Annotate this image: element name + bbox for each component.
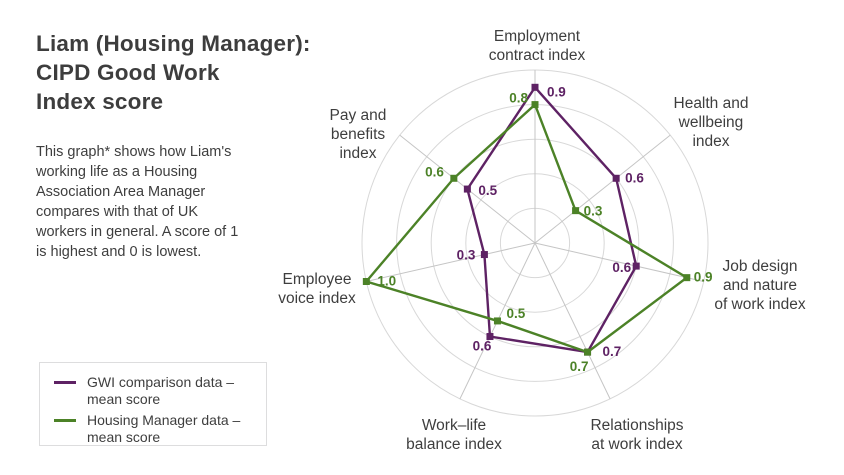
gwi-series-line	[466, 85, 638, 354]
value-label: 0.6	[473, 339, 492, 354]
housing-manager-series-line	[364, 102, 689, 354]
description-line: working life as a Housing	[36, 164, 198, 180]
data-point-marker	[683, 274, 691, 282]
legend: GWI comparison data – mean score Housing…	[39, 362, 267, 446]
description-line: This graph* shows how Liam's	[36, 144, 232, 160]
axis-label: Health and wellbeing index	[674, 95, 749, 150]
description-line: workers in general. A score of 1	[36, 224, 239, 240]
data-point-marker	[362, 277, 370, 285]
description-line: compares with that of UK	[36, 204, 198, 220]
value-label: 0.6	[612, 260, 631, 275]
description-line: Association Area Manager	[36, 184, 206, 200]
data-point-marker	[531, 83, 539, 91]
description-line: is highest and 0 is lowest.	[36, 244, 202, 260]
value-label: 0.9	[547, 84, 566, 99]
value-label: 0.7	[603, 344, 622, 359]
axis-label: Employment contract index	[489, 28, 586, 64]
value-label: 0.8	[509, 91, 528, 106]
value-label: 0.7	[570, 359, 589, 374]
data-point-marker	[612, 174, 620, 182]
grid-spoke	[534, 134, 671, 244]
value-label: 0.5	[506, 306, 525, 321]
value-label: 0.5	[478, 183, 497, 198]
gwi-line-swatch	[54, 381, 76, 384]
value-label: 0.9	[694, 270, 713, 285]
axis-label: Pay and benefits index	[330, 107, 387, 162]
data-point-marker	[632, 262, 640, 270]
data-point-marker	[584, 348, 592, 356]
legend-item-housing-manager: Housing Manager data – mean score	[54, 412, 258, 446]
grid-spoke	[534, 242, 704, 282]
data-point-marker	[463, 185, 471, 193]
axis-label: Employee voice index	[278, 271, 356, 307]
grid-spoke	[366, 242, 536, 282]
data-point-marker	[531, 101, 539, 109]
legend-item-label: GWI comparison data – mean score	[87, 374, 235, 407]
grid-spoke	[534, 242, 611, 400]
page-title: Liam (Housing Manager): CIPD Good Work I…	[36, 29, 311, 116]
value-label: 0.3	[584, 204, 603, 219]
data-point-marker	[493, 317, 501, 325]
value-label: 0.3	[457, 248, 476, 263]
data-point-marker	[450, 174, 458, 182]
page-title-line: Liam (Housing Manager):	[36, 31, 311, 56]
value-label: 1.0	[377, 273, 396, 288]
page-title-line: CIPD Good Work	[36, 60, 220, 85]
data-point-marker	[486, 333, 494, 341]
data-point-marker	[480, 251, 488, 259]
legend-item-label: Housing Manager data – mean score	[87, 412, 241, 445]
page-title-line: Index score	[36, 89, 164, 114]
legend-item-gwi: GWI comparison data – mean score	[54, 374, 258, 408]
housing-manager-line-swatch	[54, 419, 76, 422]
axis-label: Relationships at work index	[590, 417, 683, 453]
axis-label: Work–life balance index	[406, 417, 502, 453]
axis-label: Job design and nature of work index	[714, 258, 806, 313]
data-point-marker	[572, 207, 580, 215]
chart-description: This graph* shows how Liam's working lif…	[36, 142, 238, 262]
value-label: 0.6	[625, 170, 644, 185]
value-label: 0.6	[425, 164, 444, 179]
